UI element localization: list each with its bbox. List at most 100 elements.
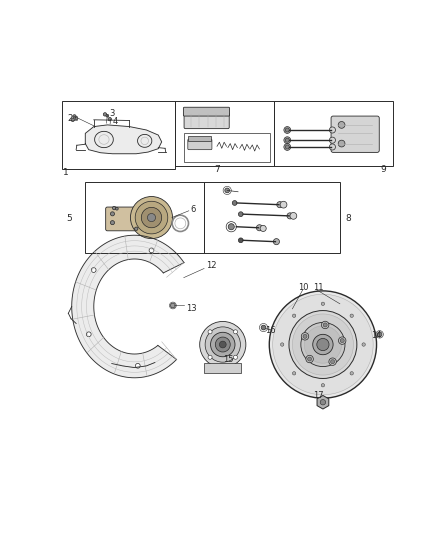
Text: 11: 11: [314, 284, 324, 292]
Circle shape: [170, 303, 175, 308]
Circle shape: [277, 201, 283, 208]
Circle shape: [225, 188, 230, 193]
Text: 12: 12: [206, 261, 216, 270]
Circle shape: [110, 221, 114, 225]
Circle shape: [285, 128, 290, 132]
Polygon shape: [72, 235, 184, 378]
Text: 16: 16: [265, 326, 276, 335]
Circle shape: [350, 314, 353, 318]
Polygon shape: [317, 395, 329, 409]
Circle shape: [106, 115, 109, 117]
Circle shape: [200, 321, 246, 368]
Circle shape: [256, 225, 262, 231]
Circle shape: [108, 117, 111, 121]
Circle shape: [284, 127, 291, 133]
Circle shape: [261, 325, 266, 330]
Circle shape: [362, 343, 365, 346]
Circle shape: [329, 127, 336, 133]
Circle shape: [340, 338, 344, 343]
Circle shape: [280, 201, 287, 208]
Circle shape: [377, 332, 382, 337]
Circle shape: [233, 330, 237, 334]
Text: 8: 8: [345, 214, 351, 223]
Bar: [85, 182, 204, 253]
Text: 2: 2: [67, 114, 72, 123]
Circle shape: [131, 197, 173, 239]
Text: 6: 6: [191, 205, 196, 214]
Circle shape: [110, 212, 114, 216]
Circle shape: [228, 224, 234, 230]
Circle shape: [273, 294, 373, 395]
Circle shape: [293, 314, 296, 318]
Circle shape: [113, 206, 116, 210]
Circle shape: [301, 333, 309, 340]
Text: 13: 13: [187, 304, 197, 313]
Circle shape: [135, 201, 168, 234]
Circle shape: [73, 115, 76, 118]
Circle shape: [71, 118, 74, 122]
Polygon shape: [85, 125, 162, 154]
Circle shape: [260, 225, 266, 231]
Circle shape: [317, 338, 329, 351]
Circle shape: [323, 323, 327, 327]
Circle shape: [280, 343, 284, 346]
Text: 7: 7: [214, 165, 220, 174]
Text: 3: 3: [109, 109, 114, 117]
Circle shape: [284, 143, 291, 150]
FancyBboxPatch shape: [106, 207, 140, 231]
Text: 10: 10: [298, 284, 309, 292]
Circle shape: [238, 238, 243, 243]
Circle shape: [205, 327, 240, 362]
Text: 1: 1: [63, 168, 69, 177]
FancyBboxPatch shape: [184, 113, 229, 128]
Circle shape: [303, 334, 307, 338]
Circle shape: [135, 364, 140, 368]
Circle shape: [208, 330, 212, 334]
FancyBboxPatch shape: [331, 116, 379, 152]
Text: 14: 14: [371, 331, 382, 340]
Text: 17: 17: [314, 391, 324, 400]
Text: 4: 4: [113, 117, 118, 126]
Bar: [184, 133, 270, 162]
Circle shape: [75, 117, 78, 120]
Circle shape: [306, 356, 313, 363]
Circle shape: [329, 137, 336, 143]
Circle shape: [321, 302, 325, 305]
Circle shape: [211, 332, 235, 357]
Circle shape: [338, 122, 345, 128]
Text: 9: 9: [380, 165, 386, 174]
Bar: [204, 363, 241, 374]
Text: 15: 15: [223, 354, 233, 364]
Circle shape: [313, 334, 333, 354]
Circle shape: [91, 268, 96, 272]
FancyBboxPatch shape: [188, 139, 212, 150]
Circle shape: [141, 207, 162, 228]
Bar: [274, 101, 392, 166]
Circle shape: [321, 384, 325, 387]
Circle shape: [285, 138, 290, 142]
Circle shape: [285, 145, 290, 149]
Circle shape: [149, 248, 154, 253]
Circle shape: [219, 341, 226, 348]
Circle shape: [331, 360, 335, 364]
Circle shape: [320, 400, 325, 405]
Circle shape: [208, 355, 212, 359]
Text: 5: 5: [67, 214, 72, 223]
Bar: [204, 182, 340, 253]
Bar: [175, 101, 274, 166]
Circle shape: [232, 200, 237, 205]
Bar: [61, 101, 175, 169]
Circle shape: [86, 332, 91, 337]
Circle shape: [321, 321, 329, 329]
Circle shape: [134, 227, 138, 230]
Circle shape: [273, 239, 279, 245]
Circle shape: [284, 137, 291, 143]
Circle shape: [103, 112, 107, 116]
Circle shape: [338, 140, 345, 147]
Circle shape: [304, 326, 342, 363]
Circle shape: [329, 358, 336, 366]
Circle shape: [339, 337, 346, 344]
Circle shape: [269, 291, 377, 398]
Circle shape: [307, 357, 312, 361]
Bar: [188, 136, 211, 141]
